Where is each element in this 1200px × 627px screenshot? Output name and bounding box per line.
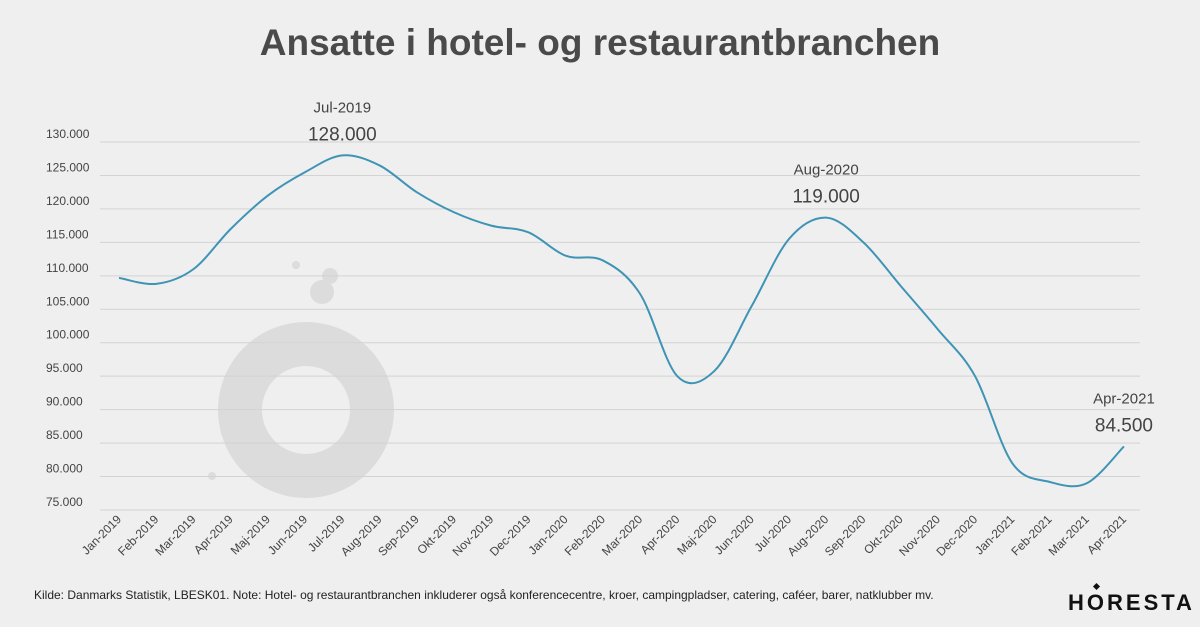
- series-line-group: [118, 154, 1125, 488]
- x-tick-label: Apr-2021: [1084, 512, 1129, 557]
- x-tick-label: Mar-2020: [599, 512, 645, 558]
- y-tick-label: 105.000: [46, 294, 90, 308]
- x-tick-label: Dec-2019: [487, 512, 534, 559]
- annotation-value: 128.000: [308, 124, 377, 145]
- annotation-date: Apr-2021: [1093, 390, 1155, 407]
- data-point: [489, 224, 493, 228]
- data-point: [973, 374, 977, 378]
- annotations: Jul-2019 128.000 Aug-2020 119.000 Apr-2021 84…: [308, 99, 1155, 436]
- data-point: [787, 237, 791, 241]
- x-tick-label: Mar-2021: [1046, 512, 1092, 558]
- data-point: [415, 190, 419, 194]
- annotation-value: 119.000: [793, 187, 860, 208]
- watermark-dot: [310, 280, 334, 304]
- y-tick-label: 95.000: [46, 361, 83, 375]
- logo-suffix: RESTA: [1107, 590, 1195, 615]
- x-tick-label: Jun-2019: [265, 512, 311, 558]
- data-point: [1085, 481, 1089, 485]
- annotation-date: Jul-2019: [314, 99, 372, 116]
- logo-prefix: H: [1068, 590, 1087, 615]
- annotation-value: 84.500: [1095, 415, 1153, 436]
- y-tick-label: 90.000: [46, 395, 83, 409]
- gridlines: [100, 141, 1140, 511]
- series-line: [118, 154, 1125, 488]
- data-point: [303, 170, 307, 174]
- watermark-logo: [208, 261, 394, 498]
- x-tick-label: Maj-2020: [674, 512, 720, 558]
- y-tick-label: 85.000: [46, 428, 83, 442]
- data-point: [229, 227, 233, 231]
- annotation-date: Aug-2020: [794, 162, 859, 179]
- data-point: [675, 374, 679, 378]
- data-point: [340, 153, 344, 157]
- y-axis-ticks: 130.000 125.000 120.000 115.000 110.000 105.0…: [46, 127, 90, 509]
- y-tick-label: 130.000: [46, 127, 90, 141]
- data-point: [713, 369, 717, 373]
- data-point: [117, 276, 121, 280]
- x-tick-label: Maj-2019: [228, 512, 274, 558]
- data-point: [936, 327, 940, 331]
- horesta-logo: HORESTA: [1068, 590, 1195, 616]
- watermark-dot: [292, 261, 300, 269]
- y-tick-label: 80.000: [46, 462, 83, 476]
- data-point: [452, 210, 456, 214]
- x-tick-label: Sep-2019: [375, 512, 422, 559]
- x-tick-label: Jun-2020: [712, 512, 758, 558]
- y-tick-label: 75.000: [46, 495, 83, 509]
- x-tick-label: Dec-2020: [933, 512, 980, 559]
- data-point: [526, 230, 530, 234]
- y-tick-label: 125.000: [46, 160, 90, 174]
- data-point: [824, 216, 828, 220]
- data-point: [266, 194, 270, 198]
- data-point: [1122, 444, 1126, 448]
- y-tick-label: 115.000: [46, 227, 89, 241]
- data-point: [638, 292, 642, 296]
- x-axis-ticks: Jan-2019Feb-2019Mar-2019Apr-2019Maj-2019…: [79, 512, 1129, 559]
- data-point: [1048, 480, 1052, 484]
- data-point: [154, 282, 158, 286]
- data-point: [1010, 461, 1014, 465]
- y-tick-label: 110.000: [46, 261, 89, 275]
- watermark-dot: [208, 472, 216, 480]
- data-point: [378, 163, 382, 167]
- data-point: [861, 240, 865, 244]
- data-point: [899, 284, 903, 288]
- data-point: [601, 258, 605, 262]
- y-tick-label: 100.000: [46, 328, 90, 342]
- data-point: [191, 267, 195, 271]
- source-note: Kilde: Danmarks Statistik, LBESK01. Note…: [34, 588, 934, 602]
- data-point: [750, 304, 754, 308]
- x-tick-label: Mar-2019: [152, 512, 198, 558]
- chart-title: Ansatte i hotel- og restaurantbranchen: [259, 22, 941, 63]
- data-point: [564, 254, 568, 258]
- y-tick-label: 120.000: [46, 194, 90, 208]
- logo-accent-letter: O: [1086, 590, 1108, 615]
- x-tick-label: Sep-2020: [822, 512, 869, 559]
